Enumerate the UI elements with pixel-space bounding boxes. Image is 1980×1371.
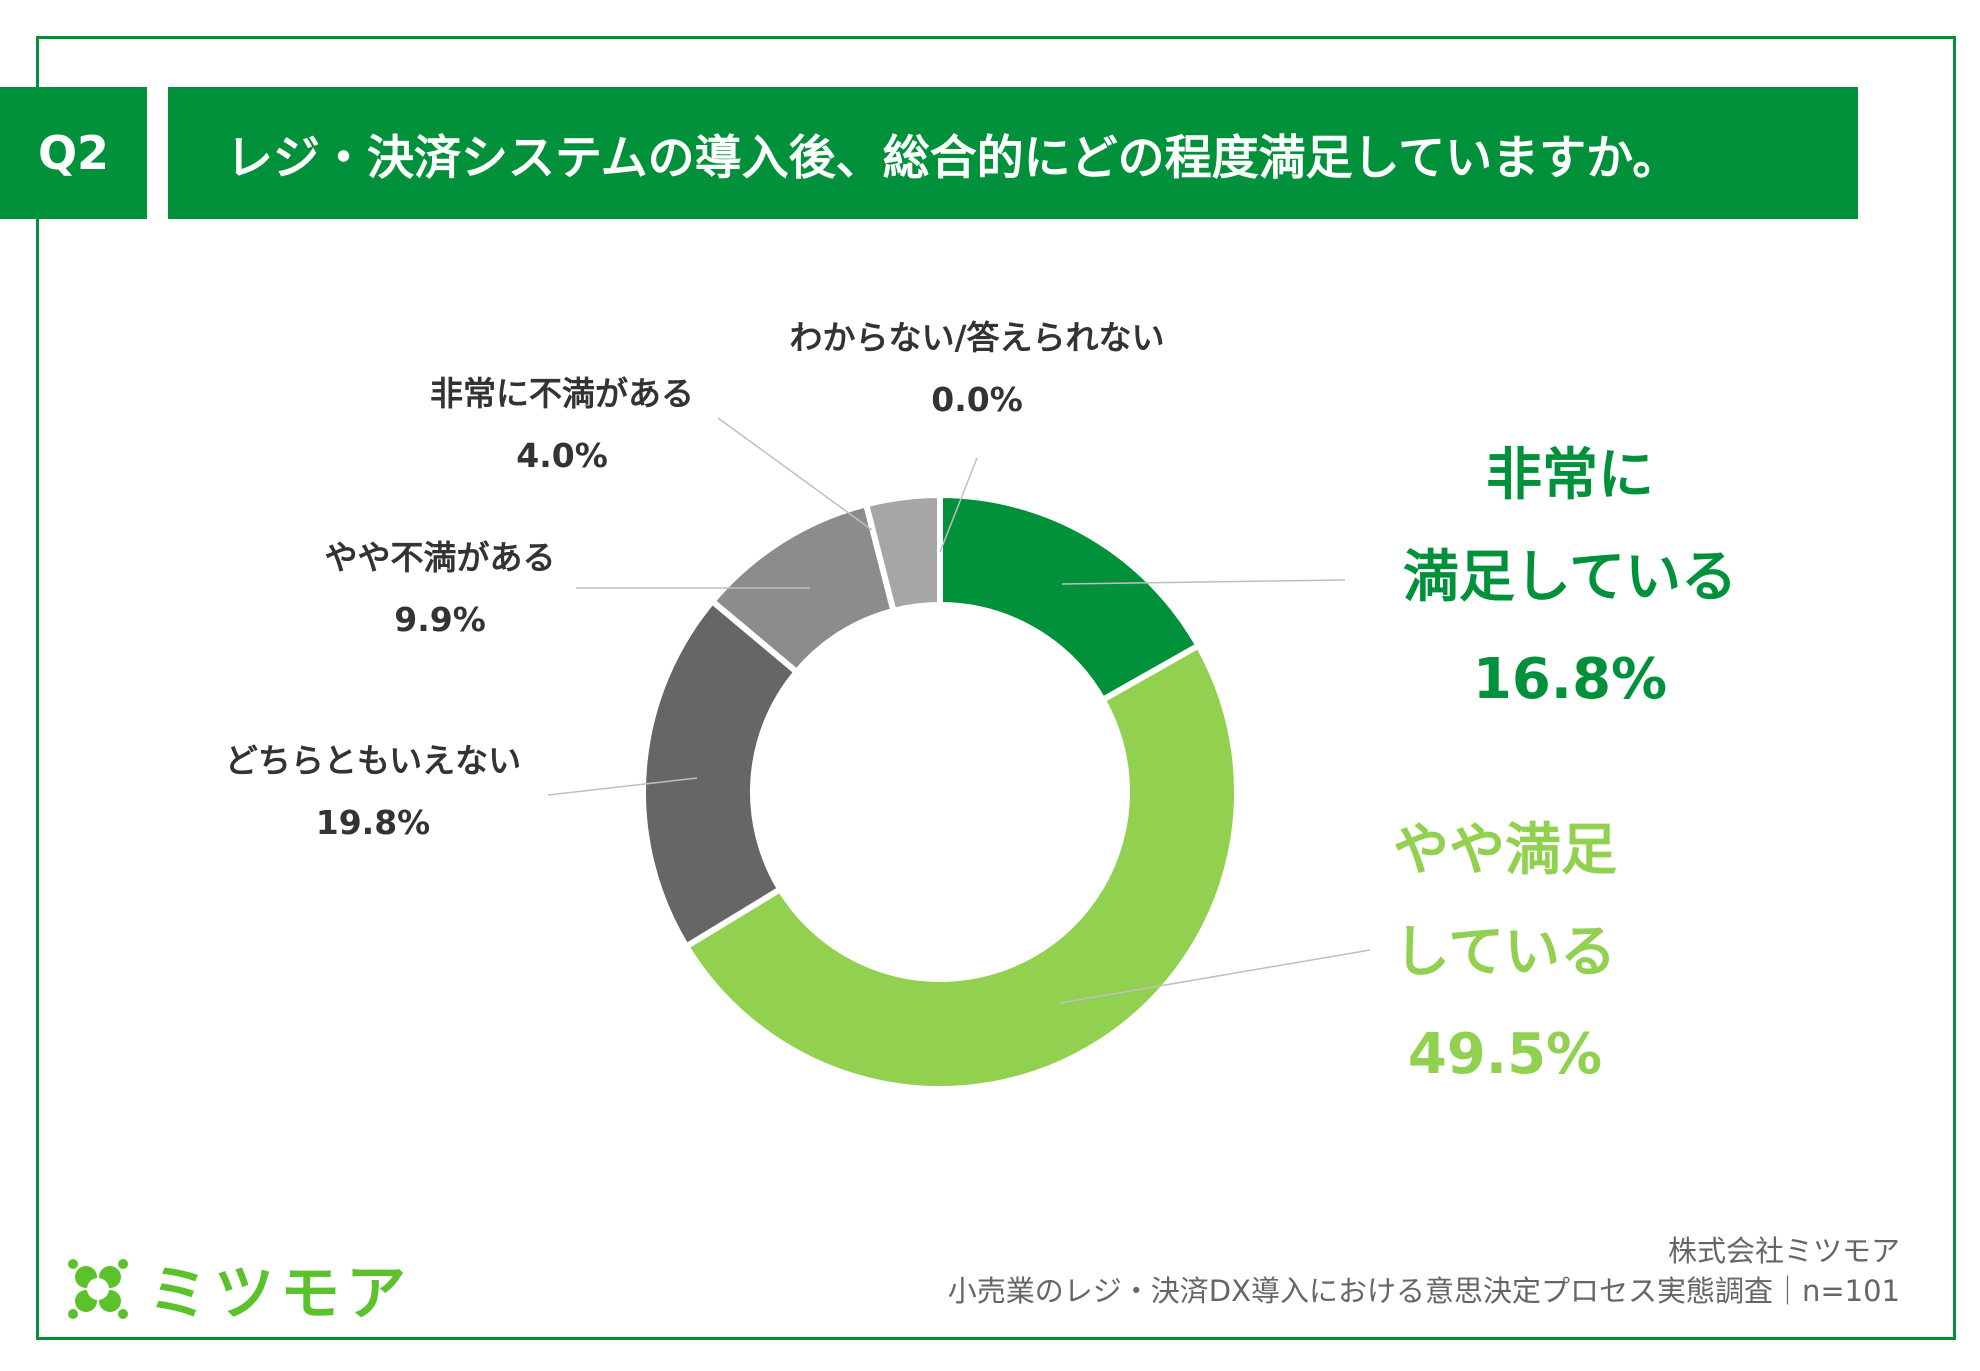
label-very-satisfied: 非常に 満足している 16.8%: [1350, 425, 1790, 731]
label-somewhat-dissatisfied-name: やや不満がある: [324, 538, 556, 577]
label-very-satisfied-pct: 16.8%: [1472, 647, 1668, 712]
footer-company: 株式会社ミツモア: [1667, 1234, 1900, 1268]
leader-line-unknown: [939, 457, 978, 553]
label-neutral: どちらともいえない 19.8%: [198, 730, 548, 854]
question-title: レジ・決済システムの導入後、総合的にどの程度満足していますか。: [168, 87, 1858, 219]
leader-line-somewhat-satisfied: [1059, 949, 1371, 1004]
chart-frame: [36, 36, 1956, 1340]
label-somewhat-dissatisfied: やや不満がある 9.9%: [300, 527, 580, 651]
label-somewhat-satisfied-line1: やや満足: [1393, 818, 1617, 883]
slice-somewhat-satisfied: [682, 641, 1240, 1092]
slice-neutral: [640, 597, 801, 951]
mitsumore-logo: ミツモア: [66, 1245, 412, 1332]
leader-line-neutral: [547, 777, 698, 796]
label-somewhat-satisfied-line2: している: [1393, 920, 1617, 985]
footer-survey: 小売業のレジ・決済DX導入における意思決定プロセス実態調査｜n=101: [947, 1274, 1900, 1308]
logo-text: ミツモア: [148, 1259, 412, 1329]
leader-line-very-dissatisfied: [717, 417, 873, 531]
label-unknown-pct: 0.0%: [931, 380, 1023, 419]
label-unknown-name: わからない/答えられない: [789, 318, 1165, 357]
label-neutral-name: どちらともいえない: [224, 741, 522, 780]
label-very-dissatisfied: 非常に不満がある 4.0%: [402, 363, 722, 487]
leader-line-very-satisfied: [1061, 579, 1346, 585]
label-very-dissatisfied-pct: 4.0%: [516, 436, 608, 475]
label-somewhat-satisfied: やや満足 している 49.5%: [1310, 800, 1700, 1106]
label-very-satisfied-line2: 満足している: [1402, 545, 1738, 610]
label-unknown: わからない/答えられない 0.0%: [767, 307, 1187, 431]
logo-icon: [68, 1258, 128, 1319]
label-somewhat-dissatisfied-pct: 9.9%: [394, 600, 486, 639]
label-neutral-pct: 19.8%: [315, 803, 431, 842]
label-very-satisfied-line1: 非常に: [1486, 443, 1654, 508]
label-very-dissatisfied-name: 非常に不満がある: [430, 374, 694, 413]
label-somewhat-satisfied-pct: 49.5%: [1407, 1022, 1603, 1087]
question-number: Q2: [0, 87, 147, 219]
